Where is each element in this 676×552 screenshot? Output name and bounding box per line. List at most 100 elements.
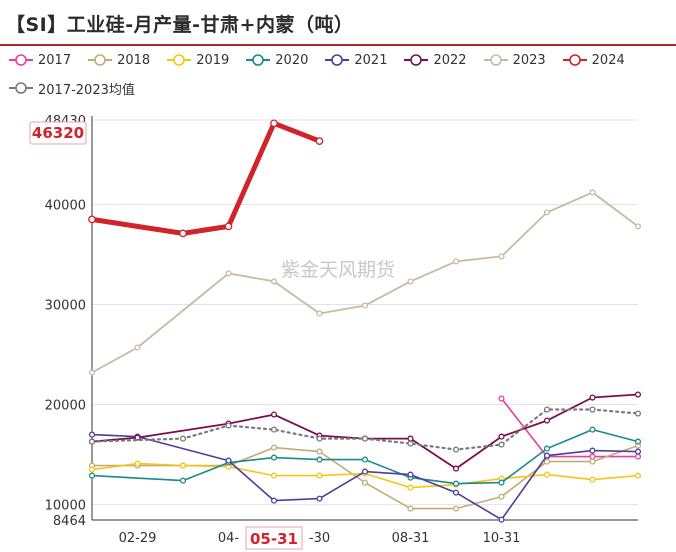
y-tick-label: 8464 xyxy=(53,514,86,529)
data-point xyxy=(543,458,551,465)
data-point xyxy=(270,426,278,433)
data-point xyxy=(498,516,505,523)
data-point xyxy=(134,460,141,467)
data-point xyxy=(361,456,369,463)
data-point xyxy=(543,471,551,478)
data-point xyxy=(224,222,233,231)
data-point xyxy=(543,452,551,459)
data-point xyxy=(407,435,414,442)
legend-item[interactable]: 2021 xyxy=(324,50,387,70)
legend-item[interactable]: 2023 xyxy=(483,50,546,70)
data-point xyxy=(270,454,278,461)
data-point xyxy=(498,395,505,402)
legend-item[interactable]: 2018 xyxy=(87,50,150,70)
legend: 2017 2018 2019 2020 2021 2022 2023 2024 2017-202… xyxy=(8,50,672,98)
legend-label: 2024 xyxy=(591,52,625,68)
series-line xyxy=(91,433,639,521)
series-line xyxy=(91,191,639,374)
data-point xyxy=(361,302,369,309)
data-point xyxy=(589,394,596,401)
legend-label: 2019 xyxy=(196,52,230,68)
data-point xyxy=(270,119,278,128)
legend-label: 2021 xyxy=(354,52,388,68)
legend-item[interactable]: 2019 xyxy=(166,50,229,70)
data-point xyxy=(589,453,596,460)
data-point xyxy=(452,258,460,265)
data-point xyxy=(88,369,96,376)
data-point xyxy=(270,444,278,451)
y-tick-label: 20000 xyxy=(45,399,86,414)
data-point xyxy=(452,480,460,487)
y-tick-label: 10000 xyxy=(45,499,86,514)
data-point xyxy=(88,431,96,438)
legend-marker-icon xyxy=(483,54,508,66)
legend-item[interactable]: 2020 xyxy=(245,50,308,70)
legend-item[interactable]: 2017-2023均值 xyxy=(8,78,135,98)
legend-label: 2020 xyxy=(275,52,309,68)
watermark-text: 紫金天风期货 xyxy=(281,259,395,281)
value-badge-label: 46320 xyxy=(32,124,84,142)
data-point xyxy=(316,435,323,442)
data-point xyxy=(634,391,642,398)
legend-item[interactable]: 2024 xyxy=(562,50,625,70)
data-point xyxy=(270,278,278,285)
data-point xyxy=(315,137,324,145)
data-point xyxy=(179,229,187,238)
data-point xyxy=(179,462,187,469)
data-point xyxy=(88,466,96,473)
data-point xyxy=(498,253,505,260)
value-badge xyxy=(29,121,87,145)
data-point xyxy=(498,441,505,448)
series-line xyxy=(89,120,322,236)
x-badge xyxy=(245,526,303,550)
data-point xyxy=(634,448,642,455)
legend-label: 2023 xyxy=(512,52,546,68)
legend-item[interactable]: 2022 xyxy=(403,50,467,70)
data-point xyxy=(589,406,596,413)
data-point xyxy=(407,471,414,478)
data-point xyxy=(316,310,323,317)
legend-marker-icon xyxy=(9,82,33,94)
x-tick-label: -30 xyxy=(309,531,330,546)
legend-label: 2022 xyxy=(433,52,467,68)
data-point xyxy=(498,433,505,440)
data-point xyxy=(179,435,187,442)
y-tick-label: 30000 xyxy=(45,298,86,313)
data-point xyxy=(225,422,232,429)
data-point xyxy=(543,406,551,413)
data-point xyxy=(452,505,460,512)
legend-label: 2017 xyxy=(38,52,72,68)
series-line xyxy=(91,428,639,485)
data-point xyxy=(407,440,414,447)
data-point xyxy=(634,472,642,479)
data-point xyxy=(589,447,596,454)
data-point xyxy=(498,493,505,500)
data-point xyxy=(452,446,460,453)
legend-marker-icon xyxy=(246,54,271,66)
x-tick-label: 02-29 xyxy=(119,531,157,546)
data-point xyxy=(316,448,323,455)
data-point xyxy=(407,484,414,491)
data-point xyxy=(634,223,642,230)
data-point xyxy=(134,344,141,351)
title-divider xyxy=(0,44,676,46)
data-point xyxy=(634,410,642,417)
data-point xyxy=(225,457,232,464)
data-point xyxy=(589,458,596,465)
x-tick-label: 04- xyxy=(218,531,240,546)
series-line xyxy=(91,393,639,470)
x-tick-label: 08-31 xyxy=(392,531,430,546)
data-point xyxy=(543,417,551,424)
legend-marker-icon xyxy=(88,54,113,66)
y-tick-label: 40000 xyxy=(45,198,86,213)
data-point xyxy=(452,489,460,496)
data-point xyxy=(270,472,278,479)
legend-marker-icon xyxy=(167,54,192,66)
data-point xyxy=(316,456,323,463)
legend-item[interactable]: 2017 xyxy=(8,50,71,70)
legend-marker-icon xyxy=(9,54,33,66)
chart-title: 【SI】工业硅-月产量-甘肃+内蒙（吨） xyxy=(6,14,354,36)
data-point xyxy=(270,497,278,504)
